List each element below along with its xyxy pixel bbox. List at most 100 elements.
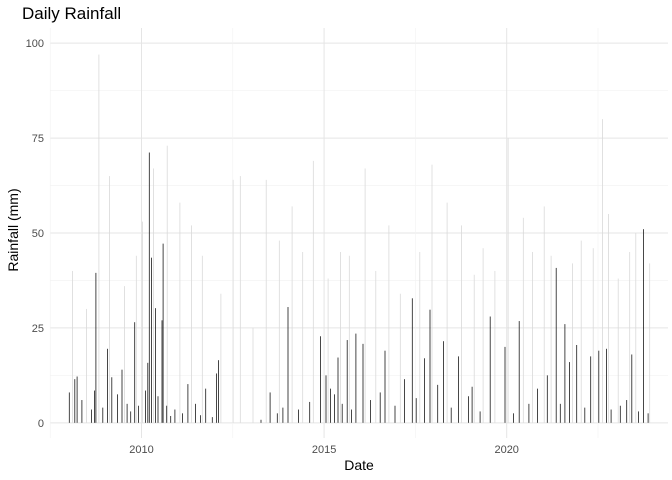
rain-bar-faint [446,202,448,423]
rain-bar-faint [72,270,73,423]
x-axis-title: Date [344,457,374,473]
rain-bar [81,400,83,423]
rain-bar-faint [388,225,390,423]
rain-bar [130,411,132,423]
rain-bar [325,375,327,423]
rain-bar [537,388,538,423]
rain-bar [647,413,649,423]
rain-bar-faint [494,270,496,423]
rain-bar [111,377,113,423]
rain-bar [195,403,196,423]
rain-bar-faint [580,240,582,423]
rain-bar [121,369,123,423]
rain-bar-faint [302,251,304,423]
rain-bar [298,409,299,423]
rain-bar [584,407,586,423]
rain-bar [411,298,413,423]
rain-bar-faint [364,168,366,423]
rain-bar [569,362,570,423]
rain-bar [610,409,612,423]
rain-bar [211,417,213,423]
rain-bar [282,407,284,423]
faint-bars [72,54,651,423]
rain-bar [170,415,172,423]
rain-bar [260,419,262,423]
rain-bar-faint [522,217,524,423]
rain-bar-faint [572,263,573,423]
rain-bar [346,340,348,423]
rain-bar [216,373,217,423]
rain-bar [174,409,176,423]
rain-bar [590,356,592,423]
rain-bar [330,388,331,423]
rain-bar [134,322,136,423]
rain-bar [468,396,469,423]
rain-bar [309,401,311,423]
rain-bar [564,324,566,423]
rain-bar-faint [635,233,637,423]
rain-bar [218,360,219,423]
rain-bar [162,243,164,423]
rain-bar [437,384,439,423]
y-tick-label: 0 [38,418,44,430]
rain-bar-faint [550,255,552,423]
rain-bar [74,379,76,423]
rain-bar [631,354,633,423]
rain-bar-faint [375,270,377,423]
rain-bar [68,392,70,423]
rain-bar [638,411,639,423]
rain-bar [161,320,163,423]
rain-bar [450,407,452,423]
rain-bar [489,316,491,423]
rain-bar [138,405,139,423]
rain-bar [320,336,321,423]
rain-bar-faint [507,138,509,423]
rain-bar-faint [278,240,280,423]
rain-bar-faint [142,221,143,423]
y-tick-label: 75 [32,133,44,145]
rain-bar-faint [617,278,619,423]
rain-bar [145,390,146,423]
rain-bar-faint [153,168,154,423]
rain-bar-faint [629,251,631,423]
rain-bar [148,152,150,423]
rain-bar-faint [431,164,433,423]
rain-bar-faint [220,293,222,423]
rain-bar-faint [543,206,545,423]
rain-bar [528,403,530,423]
rain-bar [576,344,578,423]
rain-bar [151,257,152,423]
rain-bar [355,333,357,423]
rain-bar-faint [592,248,594,423]
y-tick-label: 25 [32,323,44,335]
rain-bar [157,396,159,423]
rain-bar-faint [482,248,484,423]
chart-title: Daily Rainfall [22,4,122,23]
rain-bar-faint [135,255,137,423]
rain-bar [471,386,473,423]
rain-bar [107,348,108,423]
rain-bar-faint [239,176,241,423]
rain-bar [334,394,335,423]
rain-bar [76,376,78,423]
rain-bar [351,409,352,423]
rain-bar [626,400,628,423]
rain-bar [555,267,557,423]
x-tick-label: 2015 [312,444,336,456]
y-tick-label: 50 [32,228,44,240]
rain-bar-faint [232,179,234,423]
rain-bar-faint [201,255,203,423]
rain-bar [166,405,168,423]
rain-bar [394,405,396,423]
y-axis-ticks: 0 25 50 75 100 [26,38,44,430]
rain-bar [182,413,183,423]
rain-bar-faint [252,327,254,423]
rain-bar-faint [86,308,87,423]
rain-bar-faint [608,214,609,423]
rain-bar-faint [602,119,603,423]
rain-bar-faint [348,255,350,423]
rain-bar-faint [166,145,168,423]
rain-bar-faint [419,251,421,423]
x-axis-ticks: 2010 2015 2020 [129,444,519,456]
rain-bar [379,392,381,423]
